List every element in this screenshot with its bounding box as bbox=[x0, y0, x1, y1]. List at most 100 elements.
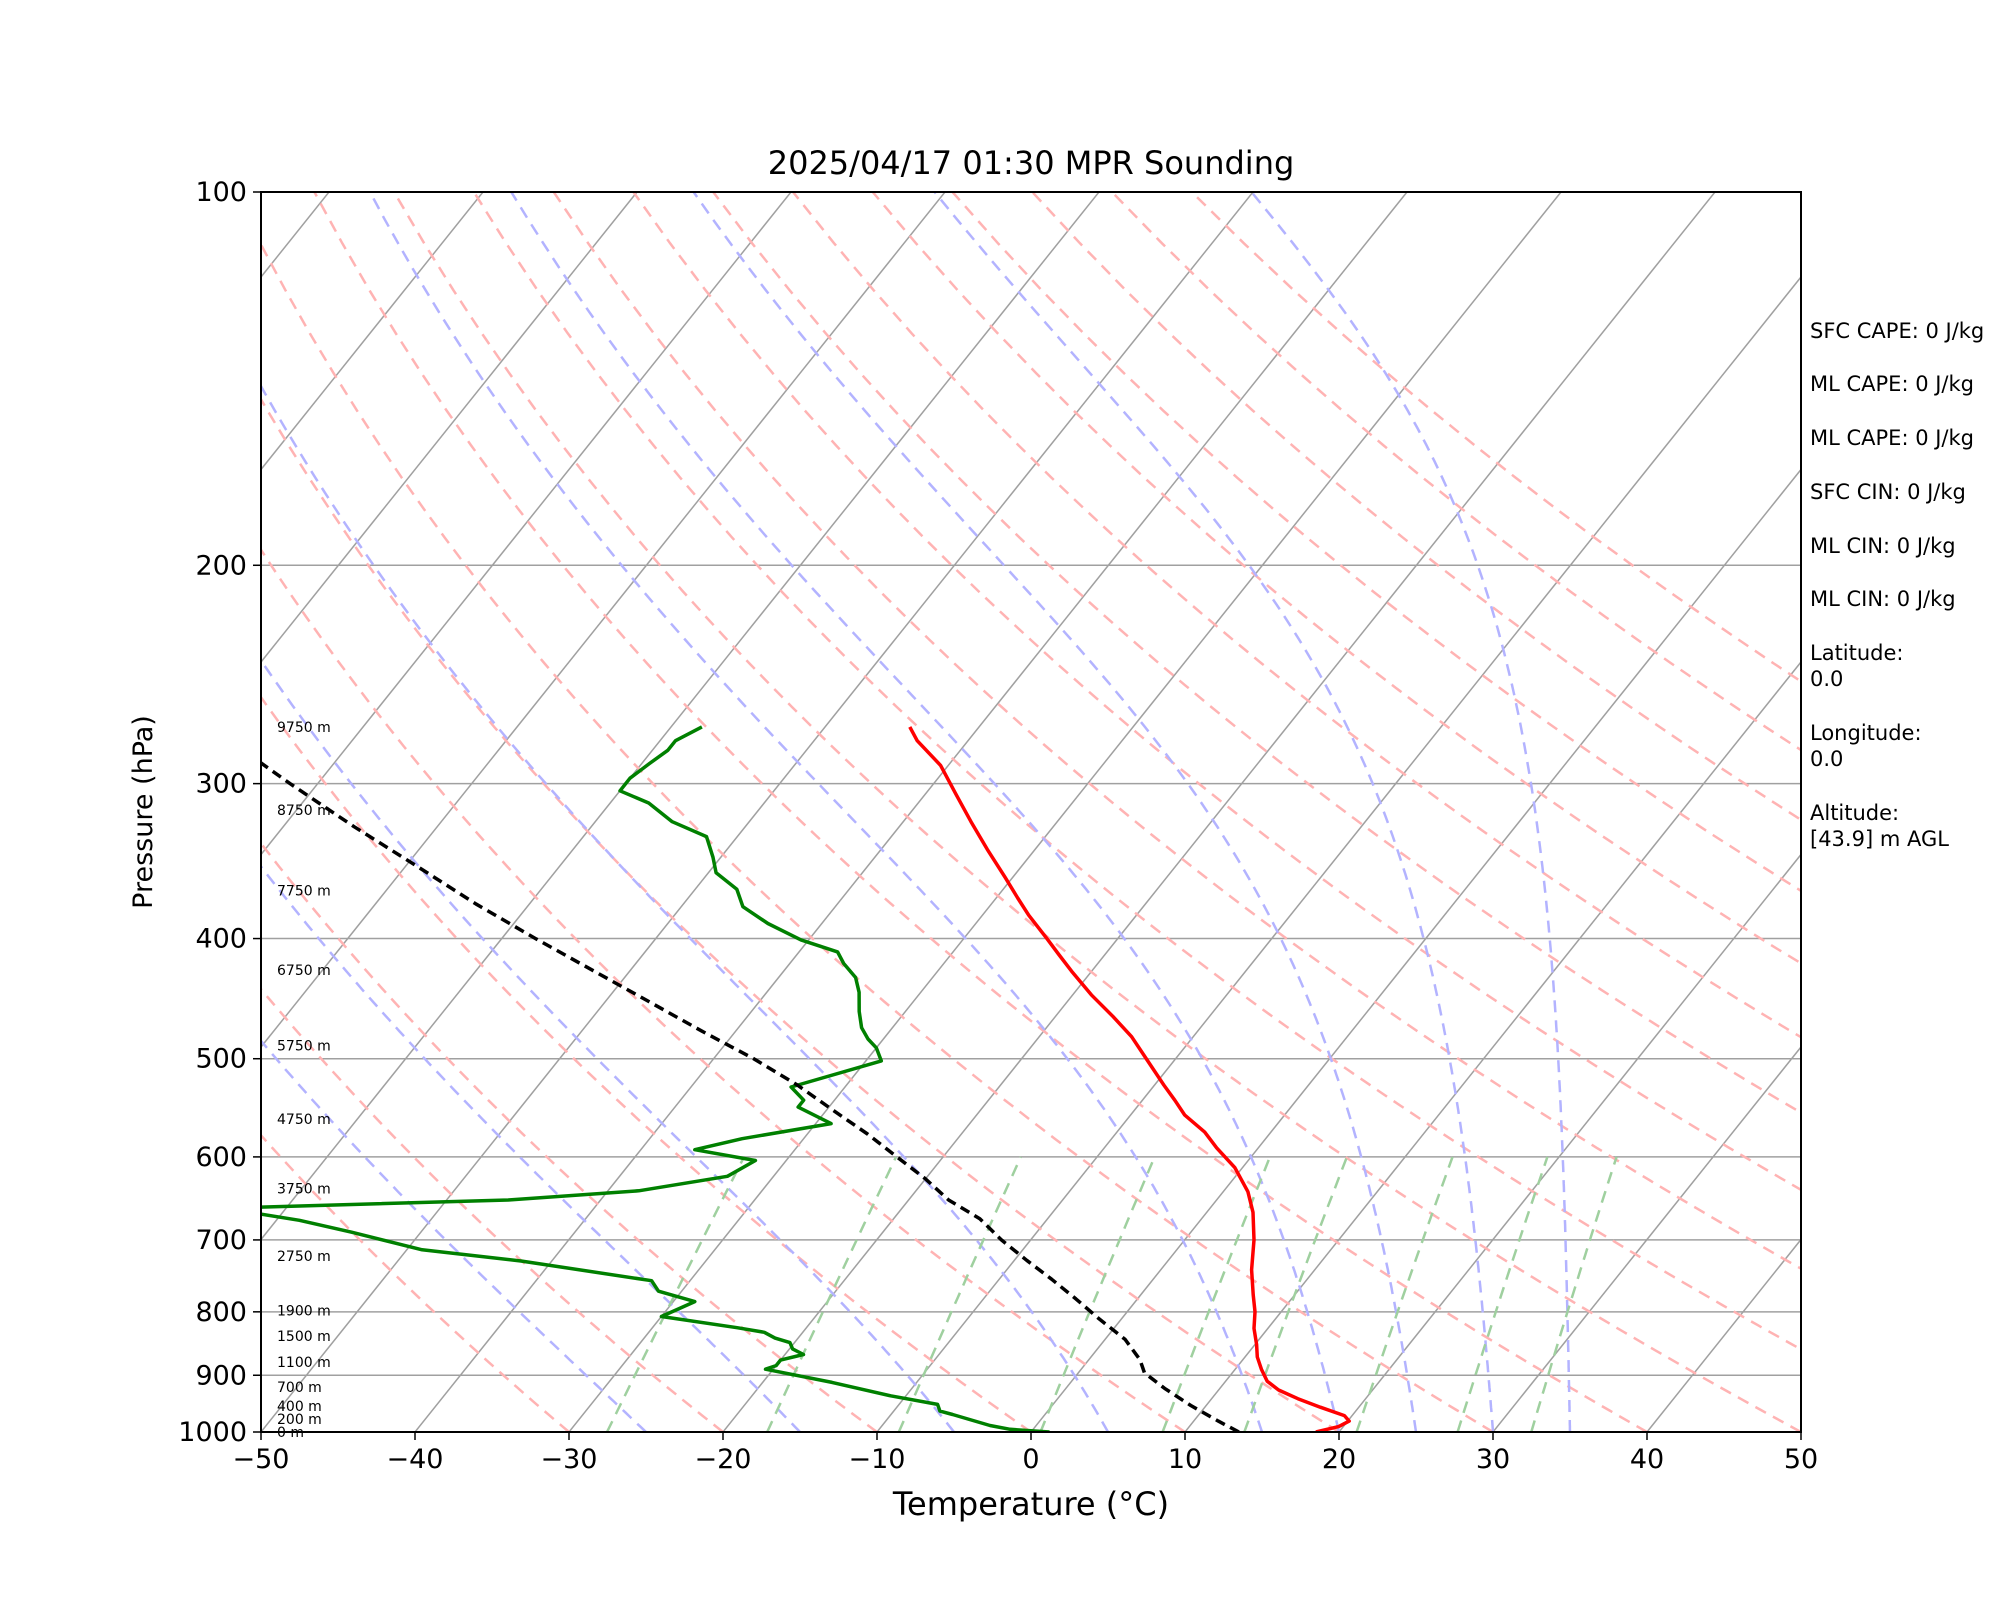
isotherm-line bbox=[261, 192, 484, 471]
x-tick-label: −40 bbox=[387, 1444, 444, 1475]
parcel-line bbox=[261, 760, 1240, 1432]
dry-adiabat bbox=[261, 841, 878, 1432]
dry-adiabat bbox=[1111, 192, 1801, 752]
chart-title: 2025/04/17 01:30 MPR Sounding bbox=[768, 144, 1295, 182]
plot-frame bbox=[260, 191, 1802, 1433]
dry-adiabat bbox=[552, 192, 1801, 1271]
mixing-ratio-line bbox=[766, 1156, 898, 1432]
moist-adiabat bbox=[261, 1038, 647, 1432]
x-tick-label: −50 bbox=[233, 1444, 290, 1475]
y-tick-label: 200 bbox=[195, 550, 247, 581]
longitude-value: 0.0 bbox=[1810, 747, 1844, 771]
mixing-ratio-lines bbox=[605, 1156, 1618, 1432]
ml-cape-text-2: ML CAPE: 0 J/kg bbox=[1810, 426, 1975, 450]
dry-adiabat bbox=[261, 695, 1032, 1432]
moist-adiabat bbox=[692, 192, 1418, 1432]
y-tick-label: 800 bbox=[195, 1297, 247, 1328]
altitude-value: [43.9] m AGL bbox=[1810, 827, 1949, 851]
height-label: 9750 m bbox=[277, 720, 331, 736]
mixing-ratio-line bbox=[605, 1156, 746, 1432]
y-tick-label: 500 bbox=[195, 1044, 247, 1075]
x-tick-label: 10 bbox=[1168, 1444, 1202, 1475]
isotherm-line bbox=[261, 192, 1254, 1432]
isotherm-grid bbox=[0, 192, 1801, 1432]
altitude-label: Altitude: bbox=[1810, 801, 1900, 825]
x-axis-label: Temperature (°C) bbox=[892, 1485, 1169, 1523]
sounding-series bbox=[261, 725, 1351, 1432]
mixing-ratio-line bbox=[1243, 1156, 1349, 1432]
mixing-ratio-line bbox=[1456, 1156, 1549, 1432]
isotherm-line bbox=[876, 275, 1801, 1432]
y-tick-label: 900 bbox=[195, 1360, 247, 1391]
height-label: 400 m bbox=[277, 1399, 322, 1415]
isotherm-line bbox=[1030, 468, 1801, 1432]
height-label: 6750 m bbox=[277, 963, 331, 979]
x-tick-label: 20 bbox=[1322, 1444, 1356, 1475]
x-tick-label: 40 bbox=[1630, 1444, 1664, 1475]
height-label: 2750 m bbox=[277, 1249, 331, 1265]
y-tick-label: 1000 bbox=[178, 1417, 247, 1448]
x-tick-label: −30 bbox=[541, 1444, 598, 1475]
moist-adiabat bbox=[261, 864, 801, 1432]
dry-adiabats bbox=[261, 192, 1801, 1432]
height-label: 1900 m bbox=[277, 1303, 331, 1319]
y-tick-label: 400 bbox=[195, 924, 247, 955]
height-label: 700 m bbox=[277, 1380, 322, 1396]
longitude-label: Longitude: bbox=[1810, 721, 1922, 745]
ml-cape-text: ML CAPE: 0 J/kg bbox=[1810, 372, 1975, 396]
height-label: 1100 m bbox=[277, 1355, 331, 1371]
sfc-cin-text: SFC CIN: 0 J/kg bbox=[1810, 480, 1966, 504]
y-axis-ticks: 100 200 300 400 500 600 700 800 900 1000 bbox=[178, 177, 261, 1448]
moist-adiabat bbox=[261, 658, 955, 1432]
dry-adiabat bbox=[712, 192, 1801, 1115]
isotherm-line bbox=[722, 192, 1716, 1432]
moist-adiabat bbox=[933, 192, 1495, 1432]
y-tick-label: 100 bbox=[195, 177, 247, 208]
dry-adiabat bbox=[261, 241, 1494, 1432]
dry-adiabat bbox=[261, 987, 724, 1432]
isotherm-line bbox=[414, 192, 1408, 1432]
isotherm-line bbox=[261, 192, 946, 1049]
x-tick-label: 0 bbox=[1022, 1444, 1039, 1475]
height-label: 5750 m bbox=[277, 1039, 331, 1055]
dry-adiabat bbox=[261, 396, 1340, 1432]
latitude-label: Latitude: bbox=[1810, 641, 1904, 665]
dry-adiabat bbox=[792, 192, 1801, 1039]
dry-adiabat bbox=[472, 192, 1801, 1351]
moist-adiabat bbox=[510, 192, 1341, 1432]
height-label: 8750 m bbox=[277, 803, 331, 819]
y-tick-label: 600 bbox=[195, 1142, 247, 1173]
x-tick-label: −10 bbox=[849, 1444, 906, 1475]
height-label: 1500 m bbox=[277, 1329, 331, 1345]
isotherm-line bbox=[261, 192, 792, 856]
height-label: 7750 m bbox=[277, 884, 331, 900]
isotherm-line bbox=[1492, 1045, 1801, 1432]
moist-adiabat bbox=[261, 383, 1110, 1432]
dry-adiabat bbox=[393, 192, 1801, 1432]
y-tick-label: 300 bbox=[195, 769, 247, 800]
height-label: 4750 m bbox=[277, 1112, 331, 1128]
isotherm-line bbox=[0, 192, 21, 1432]
mixing-ratio-line bbox=[1355, 1156, 1454, 1432]
height-label: 0 m bbox=[277, 1425, 304, 1441]
x-tick-label: 30 bbox=[1476, 1444, 1510, 1475]
isotherm-line bbox=[1338, 853, 1801, 1432]
mixing-ratio-line bbox=[1161, 1156, 1272, 1432]
x-tick-label: −20 bbox=[695, 1444, 752, 1475]
dry-adiabat bbox=[261, 547, 1186, 1432]
isotherm-line bbox=[261, 192, 638, 664]
ml-cin-text: ML CIN: 0 J/kg bbox=[1810, 534, 1956, 558]
dewpoint-line bbox=[261, 725, 1050, 1432]
isotherm-line bbox=[1184, 660, 1801, 1432]
isobar-grid bbox=[261, 192, 1801, 1432]
ml-cin-text-2: ML CIN: 0 J/kg bbox=[1810, 587, 1956, 611]
x-axis-ticks: −50 −40 −30 −20 −10 0 10 20 30 40 50 bbox=[233, 1432, 1818, 1475]
y-tick-label: 700 bbox=[195, 1225, 247, 1256]
isotherm-line bbox=[568, 192, 1562, 1432]
dry-adiabat bbox=[871, 192, 1801, 965]
moist-adiabat bbox=[368, 192, 1264, 1432]
height-label: 3750 m bbox=[277, 1181, 331, 1197]
x-tick-label: 50 bbox=[1784, 1444, 1818, 1475]
